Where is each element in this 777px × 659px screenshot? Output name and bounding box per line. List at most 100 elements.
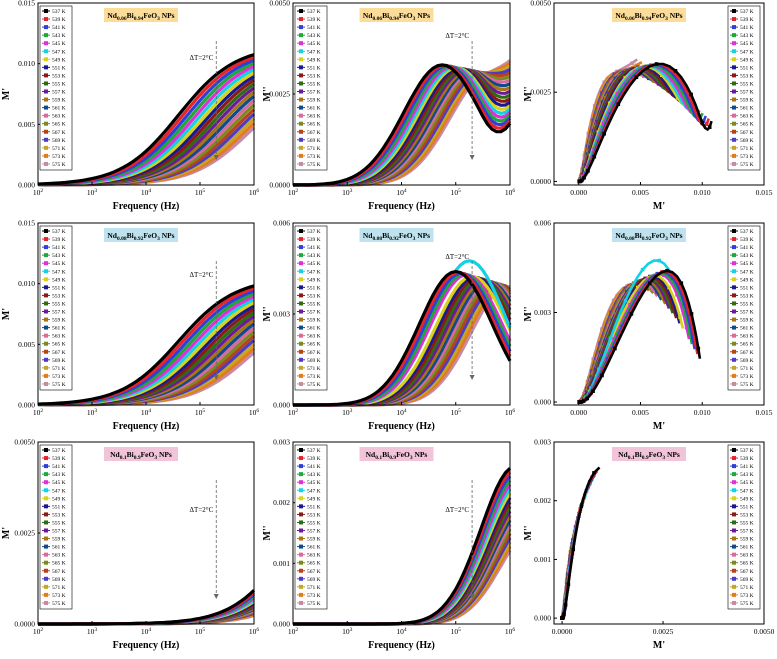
legend-marker: [299, 584, 303, 589]
legend-marker: [299, 293, 303, 298]
legend-label: 543 K: [740, 33, 754, 39]
y-tick-label: 0.006: [273, 219, 290, 228]
legend-label: 537 K: [307, 448, 321, 454]
legend-marker: [299, 237, 303, 242]
legend-marker: [732, 229, 736, 233]
data-point: [579, 504, 584, 509]
legend-marker: [44, 137, 48, 142]
legend-marker: [299, 381, 303, 386]
plot-frame: [553, 441, 765, 625]
legend-label: 539 K: [740, 237, 754, 243]
legend-label: 575 K: [52, 601, 66, 607]
legend-label: 541 K: [52, 245, 66, 251]
legend-label: 555 K: [52, 520, 66, 526]
legend-marker: [732, 237, 736, 242]
legend-marker: [44, 153, 48, 158]
legend-label: 539 K: [740, 456, 754, 462]
x-tick-label: 102: [33, 408, 44, 417]
y-tick-label: 0.0000: [269, 181, 290, 190]
x-tick-label: 106: [249, 188, 260, 197]
data-point: [630, 61, 634, 65]
legend-label: 573 K: [307, 154, 321, 160]
legend-label: 569 K: [307, 138, 321, 144]
data-point: [624, 318, 629, 323]
legend-label: 553 K: [307, 512, 321, 518]
legend-label: 549 K: [52, 57, 66, 63]
panel-title: Nd0.08Bi0.92FeO3 NPs: [615, 231, 682, 242]
x-tick-label: 104: [396, 408, 407, 417]
delta-t-label: ΔT=2°C: [190, 271, 214, 279]
data-point: [675, 278, 679, 283]
data-point: [684, 104, 689, 108]
x-axis-label: Frequency (Hz): [113, 640, 180, 651]
legend-marker: [44, 373, 48, 378]
legend-marker: [732, 161, 736, 166]
legend-label: 567 K: [52, 350, 66, 356]
legend-marker: [44, 528, 48, 533]
y-tick-label: 0.015: [18, 0, 35, 8]
legend-label: 565 K: [52, 342, 66, 348]
data-point: [700, 121, 705, 125]
data-point: [679, 297, 683, 301]
legend-marker: [299, 145, 303, 150]
legend-label: 537 K: [307, 229, 321, 235]
data-point: [592, 471, 596, 475]
legend-label: 565 K: [740, 122, 754, 128]
legend-marker: [299, 73, 303, 78]
legend-label: 545 K: [52, 261, 66, 267]
legend-marker: [299, 325, 303, 330]
data-point: [631, 290, 635, 294]
y-tick-label: 0.0025: [14, 529, 35, 538]
legend-marker: [44, 341, 48, 346]
legend-marker: [44, 333, 48, 338]
legend-label: 571 K: [740, 585, 754, 591]
x-tick-label: 0.015: [756, 408, 773, 417]
legend-label: 551 K: [52, 65, 66, 71]
legend-marker: [732, 568, 736, 573]
x-tick-label: 0.000: [570, 408, 587, 417]
x-tick-label: 105: [451, 408, 462, 417]
legend-label: 561 K: [307, 326, 321, 332]
y-tick-label: 0.0000: [14, 620, 35, 629]
legend-marker: [44, 253, 48, 258]
legend-label: 561 K: [307, 545, 321, 551]
legend-marker: [44, 456, 48, 461]
data-point: [678, 315, 682, 319]
data-point: [561, 615, 565, 619]
y-axis-label: M'': [523, 525, 534, 540]
legend-marker: [299, 544, 303, 549]
data-point: [671, 276, 675, 280]
legend-label: 547 K: [52, 269, 66, 275]
legend-label: 539 K: [307, 237, 321, 243]
x-tick-label: 103: [87, 408, 98, 417]
data-point: [628, 303, 632, 307]
legend: 537 K 539 K 541 K 543 K 545 K 547 K 549 K 551 K…: [39, 225, 73, 391]
data-point: [615, 92, 620, 96]
legend-label: 545 K: [740, 41, 754, 47]
legend-marker: [44, 544, 48, 549]
legend-label: 563 K: [307, 334, 321, 340]
legend-marker: [299, 341, 303, 346]
data-point: [663, 65, 667, 70]
y-axis-label: M'': [523, 86, 534, 101]
legend-marker: [299, 301, 303, 306]
data-point: [663, 282, 667, 287]
x-tick-label: 105: [195, 408, 206, 417]
legend-label: 537 K: [52, 448, 66, 454]
data-point: [671, 305, 675, 310]
legend-marker: [44, 73, 48, 78]
legend-marker: [299, 365, 303, 370]
legend-label: 551 K: [740, 65, 754, 71]
legend-label: 567 K: [740, 350, 754, 356]
legend-label: 575 K: [740, 601, 754, 607]
legend-marker: [44, 480, 48, 485]
legend-marker: [732, 17, 736, 22]
data-point: [688, 108, 693, 113]
legend-marker: [44, 49, 48, 54]
legend-label: 541 K: [52, 25, 66, 31]
legend-marker: [299, 41, 303, 46]
legend-label: 549 K: [307, 277, 321, 283]
data-point: [562, 612, 566, 616]
data-point: [608, 336, 613, 341]
